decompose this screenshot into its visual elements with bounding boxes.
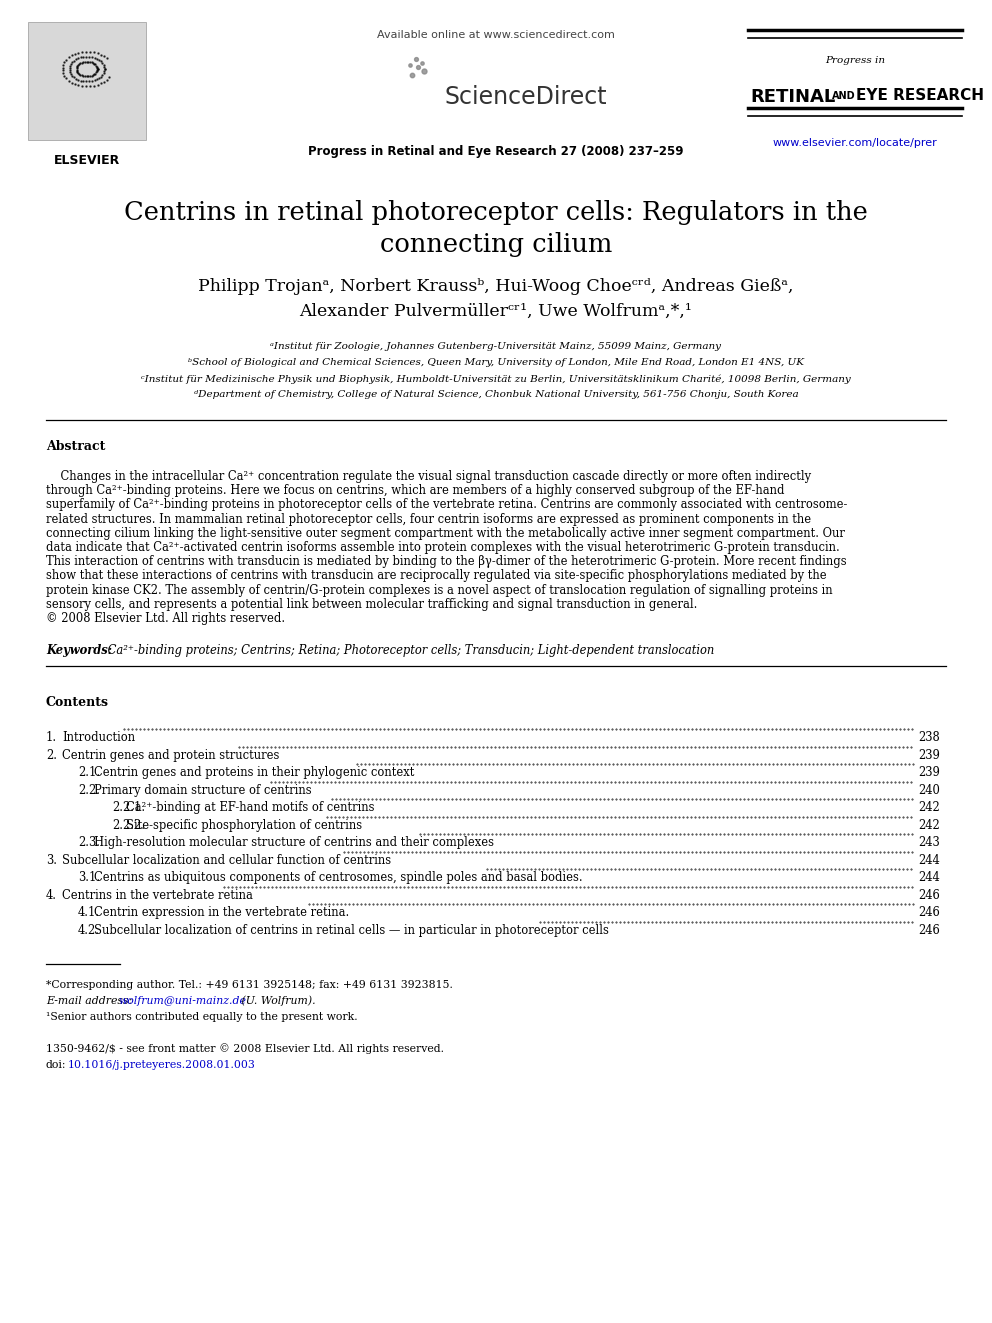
Text: (U. Wolfrum).: (U. Wolfrum).	[238, 996, 315, 1007]
Text: 1350-9462/$ - see front matter © 2008 Elsevier Ltd. All rights reserved.: 1350-9462/$ - see front matter © 2008 El…	[46, 1044, 444, 1054]
Text: www.elsevier.com/locate/prer: www.elsevier.com/locate/prer	[773, 138, 937, 148]
Text: Introduction: Introduction	[62, 732, 135, 745]
Text: Progress in: Progress in	[825, 56, 885, 65]
Text: ᵈDepartment of Chemistry, College of Natural Science, Chonbuk National Universit: ᵈDepartment of Chemistry, College of Nat…	[193, 390, 799, 400]
Text: ¹Senior authors contributed equally to the present work.: ¹Senior authors contributed equally to t…	[46, 1012, 358, 1021]
Text: 4.2.: 4.2.	[78, 923, 100, 937]
Text: Ca²⁺-binding proteins; Centrins; Retina; Photoreceptor cells; Transducin; Light-: Ca²⁺-binding proteins; Centrins; Retina;…	[104, 644, 714, 658]
Text: 246: 246	[919, 906, 940, 919]
Text: ELSEVIER: ELSEVIER	[54, 153, 120, 167]
Text: Centrin genes and protein structures: Centrin genes and protein structures	[62, 749, 280, 762]
Text: 2.2.: 2.2.	[78, 783, 100, 796]
Text: ScienceDirect: ScienceDirect	[445, 85, 608, 108]
Text: Subcellular localization of centrins in retinal cells — in particular in photore: Subcellular localization of centrins in …	[94, 923, 609, 937]
Text: connecting cilium linking the light-sensitive outer segment compartment with the: connecting cilium linking the light-sens…	[46, 527, 845, 540]
Text: Subcellular localization and cellular function of centrins: Subcellular localization and cellular fu…	[62, 853, 391, 867]
Text: 239: 239	[919, 749, 940, 762]
Text: connecting cilium: connecting cilium	[380, 232, 612, 257]
Text: 2.3.: 2.3.	[78, 836, 100, 849]
Text: 238: 238	[919, 732, 940, 745]
Text: *Corresponding author. Tel.: +49 6131 3925148; fax: +49 6131 3923815.: *Corresponding author. Tel.: +49 6131 39…	[46, 980, 453, 990]
Text: 10.1016/j.preteyeres.2008.01.003: 10.1016/j.preteyeres.2008.01.003	[68, 1060, 256, 1070]
Text: 240: 240	[919, 783, 940, 796]
Text: Philipp Trojanᵃ, Norbert Kraussᵇ, Hui-Woog Choeᶜʳᵈ, Andreas Gießᵃ,: Philipp Trojanᵃ, Norbert Kraussᵇ, Hui-Wo…	[198, 278, 794, 295]
Text: ᵇSchool of Biological and Chemical Sciences, Queen Mary, University of London, M: ᵇSchool of Biological and Chemical Scien…	[188, 359, 804, 366]
Bar	[28, 22, 146, 140]
Text: through Ca²⁺-binding proteins. Here we focus on centrins, which are members of a: through Ca²⁺-binding proteins. Here we f…	[46, 484, 785, 497]
Text: 246: 246	[919, 923, 940, 937]
Text: 242: 242	[919, 802, 940, 814]
Text: ᶜInstitut für Medizinische Physik und Biophysik, Humboldt-Universität zu Berlin,: ᶜInstitut für Medizinische Physik und Bi…	[141, 374, 851, 384]
Text: EYE RESEARCH: EYE RESEARCH	[856, 89, 984, 103]
Text: AND: AND	[832, 91, 856, 101]
Text: Keywords:: Keywords:	[46, 644, 112, 658]
Text: 4.1.: 4.1.	[78, 906, 100, 919]
Text: 1.: 1.	[46, 732, 58, 745]
Text: This interaction of centrins with transducin is mediated by binding to the βγ-di: This interaction of centrins with transd…	[46, 556, 846, 568]
Text: protein kinase CK2. The assembly of centrin/G-protein complexes is a novel aspec: protein kinase CK2. The assembly of cent…	[46, 583, 832, 597]
Text: 4.: 4.	[46, 889, 57, 902]
Text: 2.2.2.: 2.2.2.	[112, 819, 145, 832]
Text: Site-specific phosphorylation of centrins: Site-specific phosphorylation of centrin…	[126, 819, 362, 832]
Text: Ca²⁺-binding at EF-hand motifs of centrins: Ca²⁺-binding at EF-hand motifs of centri…	[126, 802, 375, 814]
Text: Changes in the intracellular Ca²⁺ concentration regulate the visual signal trans: Changes in the intracellular Ca²⁺ concen…	[46, 470, 811, 483]
Text: related structures. In mammalian retinal photoreceptor cells, four centrin isofo: related structures. In mammalian retinal…	[46, 512, 811, 525]
Text: 3.1.: 3.1.	[78, 872, 100, 884]
Text: data indicate that Ca²⁺-activated centrin isoforms assemble into protein complex: data indicate that Ca²⁺-activated centri…	[46, 541, 840, 554]
Text: 244: 244	[919, 853, 940, 867]
Text: 244: 244	[919, 872, 940, 884]
Text: Centrins in the vertebrate retina: Centrins in the vertebrate retina	[62, 889, 253, 902]
Text: Centrin genes and proteins in their phylogenic context: Centrin genes and proteins in their phyl…	[94, 766, 415, 779]
Text: 246: 246	[919, 889, 940, 902]
Text: ᵃInstitut für Zoologie, Johannes Gutenberg-Universität Mainz, 55099 Mainz, Germa: ᵃInstitut für Zoologie, Johannes Gutenbe…	[271, 343, 721, 351]
Text: doi:: doi:	[46, 1060, 66, 1070]
Text: wolfrum@uni-mainz.de: wolfrum@uni-mainz.de	[118, 996, 246, 1005]
Text: High-resolution molecular structure of centrins and their complexes: High-resolution molecular structure of c…	[94, 836, 494, 849]
Text: 2.1.: 2.1.	[78, 766, 100, 779]
Text: Contents: Contents	[46, 696, 109, 709]
Text: sensory cells, and represents a potential link between molecular trafficking and: sensory cells, and represents a potentia…	[46, 598, 697, 611]
Text: 2.: 2.	[46, 749, 57, 762]
Text: Centrins in retinal photoreceptor cells: Regulators in the: Centrins in retinal photoreceptor cells:…	[124, 200, 868, 225]
Text: Centrin expression in the vertebrate retina.: Centrin expression in the vertebrate ret…	[94, 906, 349, 919]
Text: E-mail address:: E-mail address:	[46, 996, 136, 1005]
Text: 3.: 3.	[46, 853, 57, 867]
Text: Primary domain structure of centrins: Primary domain structure of centrins	[94, 783, 311, 796]
Text: Alexander Pulvermüllerᶜʳ¹, Uwe Wolfrumᵃ,*,¹: Alexander Pulvermüllerᶜʳ¹, Uwe Wolfrumᵃ,…	[300, 303, 692, 320]
Text: Centrins as ubiquitous components of centrosomes, spindle poles and basal bodies: Centrins as ubiquitous components of cen…	[94, 872, 582, 884]
Text: RETINAL: RETINAL	[750, 89, 835, 106]
Text: 243: 243	[919, 836, 940, 849]
Text: 2.2.1.: 2.2.1.	[112, 802, 145, 814]
Text: show that these interactions of centrins with transducin are reciprocally regula: show that these interactions of centrins…	[46, 569, 826, 582]
Text: Available online at www.sciencedirect.com: Available online at www.sciencedirect.co…	[377, 30, 615, 40]
Text: Progress in Retinal and Eye Research 27 (2008) 237–259: Progress in Retinal and Eye Research 27 …	[309, 146, 683, 157]
Text: 239: 239	[919, 766, 940, 779]
Text: Abstract: Abstract	[46, 441, 105, 452]
Text: © 2008 Elsevier Ltd. All rights reserved.: © 2008 Elsevier Ltd. All rights reserved…	[46, 613, 285, 624]
Text: 242: 242	[919, 819, 940, 832]
Text: superfamily of Ca²⁺-binding proteins in photoreceptor cells of the vertebrate re: superfamily of Ca²⁺-binding proteins in …	[46, 499, 847, 512]
